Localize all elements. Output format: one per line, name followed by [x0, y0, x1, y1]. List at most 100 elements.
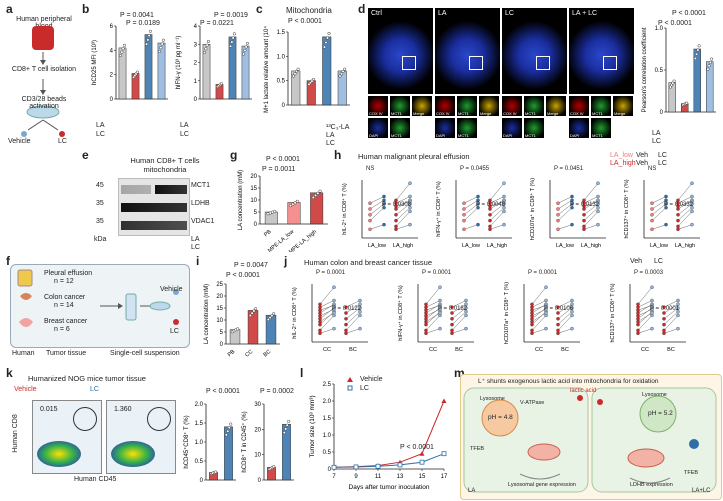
- pair-line: [637, 305, 653, 311]
- pair-line: [677, 183, 693, 201]
- pair-line: [451, 311, 467, 325]
- pair-line: [395, 200, 411, 210]
- pair-line: [663, 304, 679, 314]
- data-point: [324, 40, 328, 45]
- data-point: [318, 189, 322, 193]
- lc-point: [544, 326, 548, 331]
- p-value: P = 0.0002: [260, 388, 294, 395]
- veh-point: [530, 328, 534, 333]
- data-point: [146, 38, 150, 42]
- lc-point: [544, 285, 548, 289]
- pair-line: [557, 196, 573, 204]
- panel-k: Humanized NOG mice tumor tissue Vehicle …: [10, 374, 300, 501]
- data-point: [672, 79, 676, 83]
- lc-point: [382, 205, 386, 210]
- pair-line: [369, 200, 385, 210]
- lc-point: [332, 311, 336, 315]
- veh-point: [368, 213, 372, 217]
- pair-line: [395, 203, 411, 215]
- data-point: [685, 101, 689, 105]
- group-name: Breast cancer: [44, 318, 88, 325]
- y-tick-label: 20: [250, 174, 257, 180]
- lc-point: [476, 202, 480, 206]
- lc-point: [596, 194, 600, 199]
- group-n: n = 6: [54, 326, 70, 333]
- veh-point: [530, 331, 534, 336]
- zoom-tile: DAPI: [435, 118, 455, 138]
- paired-plot: hIL-2⁺ in CD8⁺ T (%) CC BC: [291, 284, 368, 353]
- panel-label-c: c: [256, 2, 263, 16]
- workflow-diagram: [21, 26, 65, 137]
- pair-line: [345, 311, 361, 325]
- data-point: [273, 209, 277, 213]
- lc-point: [375, 463, 381, 469]
- veh-point: [344, 317, 348, 321]
- x-tick-label: CC: [429, 347, 437, 353]
- veh-point: [676, 218, 680, 223]
- lc-point: [331, 464, 337, 470]
- zoom-box: [402, 56, 416, 70]
- marker: 35: [96, 200, 104, 207]
- data-point: [205, 43, 209, 47]
- vehicle-point: [419, 451, 425, 456]
- tile-label: COX IV: [570, 111, 584, 116]
- dish-icon: [26, 105, 60, 119]
- lc-point: [570, 306, 574, 310]
- lc-point: [408, 205, 412, 210]
- veh-point: [556, 322, 560, 327]
- data-point: [204, 47, 208, 51]
- pair-line: [637, 300, 653, 308]
- data-point: [250, 311, 254, 315]
- legend-lc-marker: [347, 385, 353, 391]
- veh-point: [394, 224, 398, 229]
- group-n: n = 14: [54, 302, 74, 309]
- lc-point: [676, 306, 680, 310]
- pair-line: [489, 203, 505, 215]
- pair-line: [651, 224, 667, 230]
- lc-point: [570, 222, 574, 227]
- panel-label-e: e: [82, 148, 89, 162]
- blot-title: Human CD8+ T cells mitochondria: [130, 156, 200, 174]
- pair-line: [395, 224, 411, 230]
- veh-point: [462, 227, 466, 232]
- lc-point: [382, 198, 386, 202]
- pair-line: [531, 328, 547, 334]
- pair-line: [557, 207, 573, 221]
- veh-point: [662, 328, 666, 333]
- pair-line: [531, 312, 547, 322]
- vehicle-cells-icon: [21, 131, 27, 137]
- ldhb-label: LDHB expression: [630, 482, 673, 488]
- tile-label: DAPI: [570, 133, 580, 138]
- lc-point: [382, 202, 386, 206]
- veh-point: [676, 204, 680, 208]
- gate-value-lc: 1.360: [114, 406, 132, 413]
- data-point: [243, 48, 247, 53]
- veh-point: [650, 227, 654, 232]
- la-row-label: LA: [652, 130, 661, 137]
- p-value: P < 0.0001: [288, 18, 322, 25]
- y-axis-label: hIFN-γ⁺ in CD8⁺ T (%): [397, 285, 404, 341]
- pair-line: [677, 207, 693, 221]
- pair-line: [637, 287, 653, 305]
- lc-point: [690, 205, 694, 210]
- p-value: P = 0.0001: [422, 270, 452, 276]
- zoom-tile: DAPI: [368, 118, 388, 138]
- data-point: [282, 431, 286, 435]
- pair-line: [345, 300, 361, 308]
- legend-lc: LC: [658, 160, 667, 167]
- x-tick-label: 11: [375, 474, 382, 480]
- pair-line: [463, 196, 479, 204]
- data-point: [148, 29, 152, 33]
- pair-line: [451, 300, 467, 308]
- micrograph-2: LC: [502, 8, 567, 94]
- y-tick-label: 10: [254, 453, 261, 459]
- veh-point: [636, 317, 640, 321]
- pair-line: [663, 328, 679, 334]
- veh-point: [676, 227, 680, 232]
- veh-point: [662, 317, 666, 321]
- y-tick-label: 20: [254, 427, 261, 433]
- pair-line: [677, 211, 693, 227]
- veh-point: [394, 198, 398, 203]
- y-tick-label: 1.0: [323, 433, 332, 439]
- data-point: [224, 433, 228, 437]
